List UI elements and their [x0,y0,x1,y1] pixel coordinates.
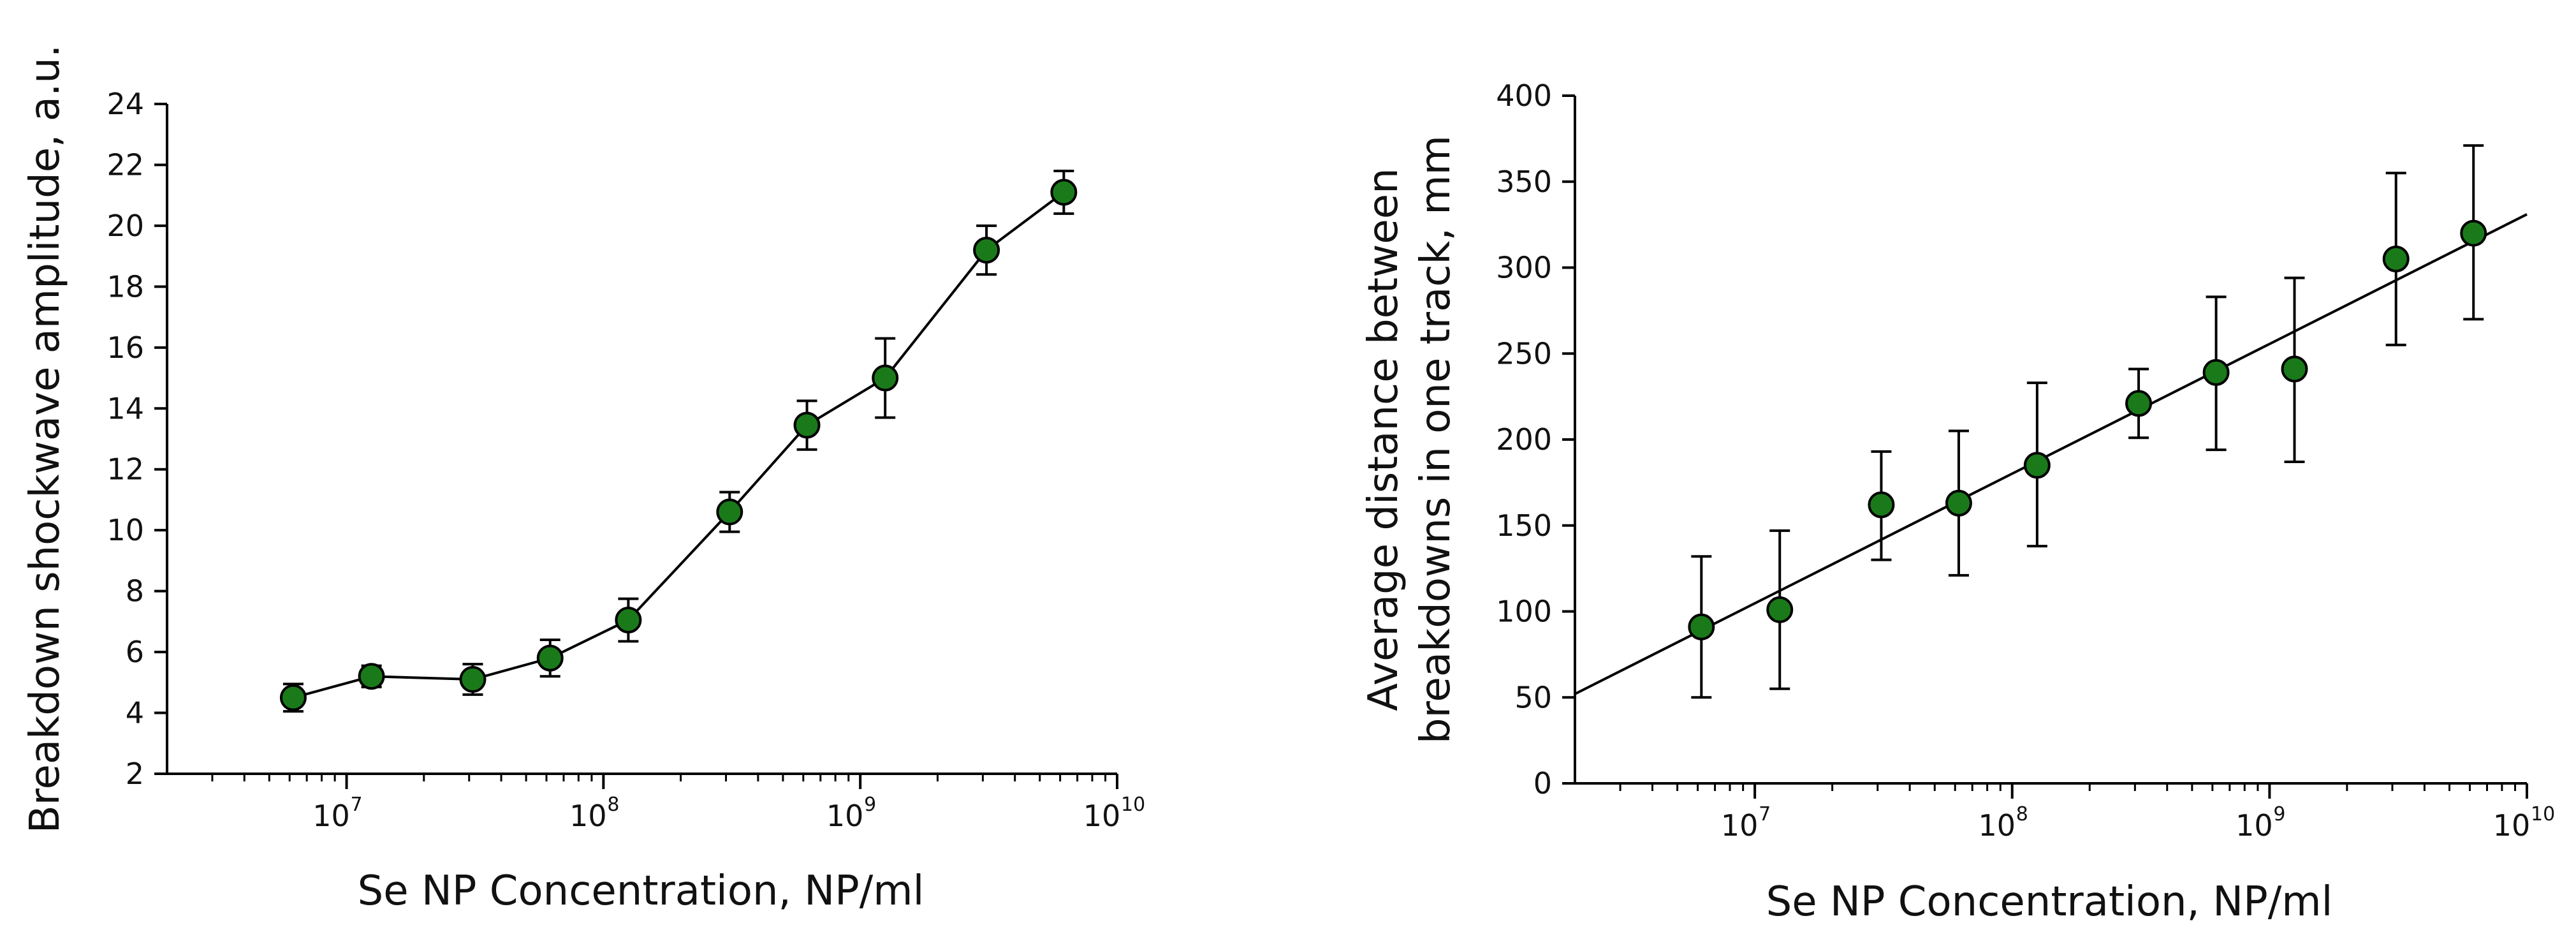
y-tick-label: 14 [106,391,144,425]
data-point [2460,219,2487,247]
x-tick-label-exponent: 8 [607,794,619,816]
y-tick-label: 250 [1496,336,1552,371]
data-point [1945,489,1972,517]
data-point [358,663,385,690]
x-tick-label-base: 10 [2236,808,2273,843]
y-tick-label: 6 [126,635,144,669]
data-point [1868,491,1895,519]
data-point [872,364,899,392]
data-point [2125,390,2153,417]
data-point [459,666,487,693]
y-axis-title-line: Average distance between [1360,168,1407,711]
x-tick-label-base: 10 [2493,808,2531,843]
x-tick-label-exponent: 7 [1759,803,1771,825]
data-point [1766,596,1794,623]
data-point [793,411,821,439]
y-tick-label: 24 [106,87,144,121]
y-axis-title: Breakdown shockwave amplitude, a.u. [22,45,69,834]
data-point [2202,359,2230,386]
data-point [2281,355,2308,383]
data-point [1688,613,1715,640]
x-tick-label-base: 10 [569,799,607,833]
data-point [2023,452,2051,479]
data-point [536,644,564,672]
x-tick-label-exponent: 7 [351,794,363,816]
y-tick-label: 22 [106,147,144,182]
y-tick-label: 350 [1496,165,1552,199]
x-tick-label-base: 10 [826,799,864,833]
data-point [1050,179,1078,206]
y-tick-label: 12 [106,452,144,487]
y-axis-title: Average distance between breakdowns in on… [1360,135,1460,744]
x-axis-title: Se NP Concentration, NP/ml [1766,878,2333,926]
y-tick-label: 50 [1514,680,1552,714]
data-point [973,237,1000,264]
data-point [615,606,642,633]
y-tick-label: 16 [106,330,144,365]
x-tick-label-exponent: 9 [864,794,876,816]
series-line [293,191,1065,699]
y-tick-label: 100 [1496,595,1552,629]
x-tick-label-base: 10 [1721,808,1759,843]
y-tick-label: 20 [106,209,144,243]
data-point [716,498,743,526]
y-tick-label: 150 [1496,508,1552,543]
y-tick-label: 200 [1496,422,1552,457]
y-tick-label: 300 [1496,251,1552,285]
x-tick-label-exponent: 10 [1121,794,1145,816]
x-tick-label-base: 10 [312,799,350,833]
y-tick-label: 2 [126,757,144,791]
x-tick-label-exponent: 8 [2016,803,2028,825]
y-tick-label: 400 [1496,78,1552,113]
x-tick-label-base: 10 [1083,799,1121,833]
fit-line [1574,213,2528,695]
y-tick-label: 4 [126,696,144,730]
y-tick-label: 8 [126,574,144,609]
x-tick-label-exponent: 9 [2273,803,2285,825]
data-point [2382,246,2410,273]
y-tick-label: 18 [106,269,144,304]
x-tick-label-exponent: 10 [2531,803,2555,825]
x-tick-label-base: 10 [1978,808,2016,843]
y-tick-label: 10 [106,513,144,547]
data-point [279,684,307,711]
y-axis-title-line: breakdowns in one track, mm [1412,135,1460,744]
x-axis-title: Se NP Concentration, NP/ml [358,868,925,915]
y-tick-label: 0 [1533,766,1552,801]
